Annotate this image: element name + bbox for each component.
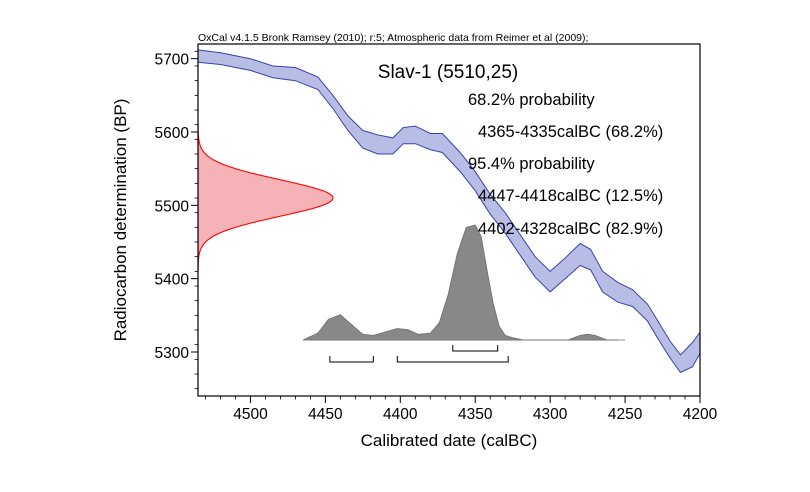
plot-area (198, 49, 700, 374)
probability-annotation: 4365-4335calBC (68.2%) (478, 123, 663, 141)
x-tick-label: 4250 (608, 406, 643, 423)
credit-text: OxCal v4.1.5 Bronk Ramsey (2010); r:5; A… (198, 32, 588, 44)
calibration-curve-band (198, 49, 700, 374)
x-tick-label: 4450 (308, 406, 343, 423)
probability-annotation: 4402-4328calBC (82.9%) (478, 220, 663, 238)
probability-annotation: 95.4% probability (468, 155, 595, 173)
probability-annotations: 68.2% probability 4365-4335calBC (68.2%) 9… (468, 91, 663, 238)
range-bracket-95 (396, 356, 509, 363)
probability-annotation: 68.2% probability (468, 91, 595, 109)
x-tick-label: 4200 (683, 406, 718, 423)
x-tick-label: 4500 (233, 406, 268, 423)
plot-frame (197, 43, 701, 397)
x-tick-label: 4350 (458, 406, 493, 423)
axes: 4500 4450 4400 4350 4300 4250 4200 5700 5600 5500… (155, 50, 718, 423)
range-bracket-95 (329, 356, 374, 363)
probability-annotation: 4447-4418calBC (12.5%) (478, 187, 663, 205)
x-tick-label: 4400 (383, 406, 418, 423)
y-axis-label: Radiocarbon determination (BP) (111, 99, 130, 342)
x-tick-label: 4300 (533, 406, 568, 423)
chart-title: Slav-1 (5510,25) (378, 62, 518, 83)
y-tick-label: 5300 (155, 345, 190, 362)
y-tick-label: 5400 (155, 272, 190, 289)
y-tick-label: 5700 (155, 52, 190, 69)
radiocarbon-measurement-distribution (198, 124, 334, 272)
calibrated-posterior-distribution (302, 224, 626, 341)
range-bracket-68 (452, 345, 499, 352)
x-axis-label: Calibrated date (calBC) (361, 431, 538, 450)
y-tick-label: 5600 (155, 125, 190, 142)
y-tick-label: 5500 (155, 198, 190, 215)
